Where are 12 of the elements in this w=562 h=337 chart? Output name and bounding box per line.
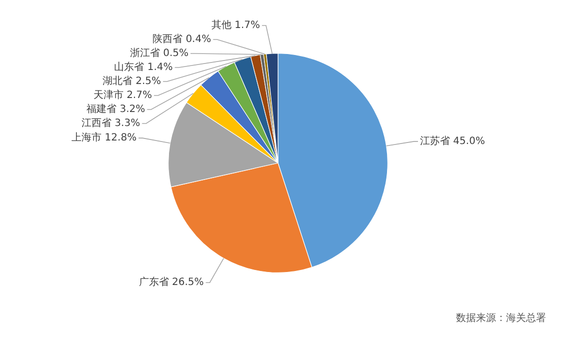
- slice-label: 其他 1.7%: [211, 19, 260, 32]
- source-note: 数据来源：海关总署: [456, 312, 546, 325]
- slice-label: 江苏省 45.0%: [420, 135, 485, 148]
- slice-label: 陕西省 0.4%: [152, 33, 212, 46]
- slice-label: 浙江省 0.5%: [130, 47, 189, 60]
- slice-label: 山东省 1.4%: [114, 61, 173, 74]
- slice-label: 福建省 3.2%: [86, 103, 146, 116]
- slice-label: 湖北省 2.5%: [102, 75, 162, 88]
- slice-label: 天津市 2.7%: [93, 89, 152, 102]
- slice-label: 广东省 26.5%: [138, 276, 204, 288]
- slice-label: 江西省 3.3%: [81, 117, 140, 130]
- slice-label: 上海市 12.8%: [72, 132, 137, 144]
